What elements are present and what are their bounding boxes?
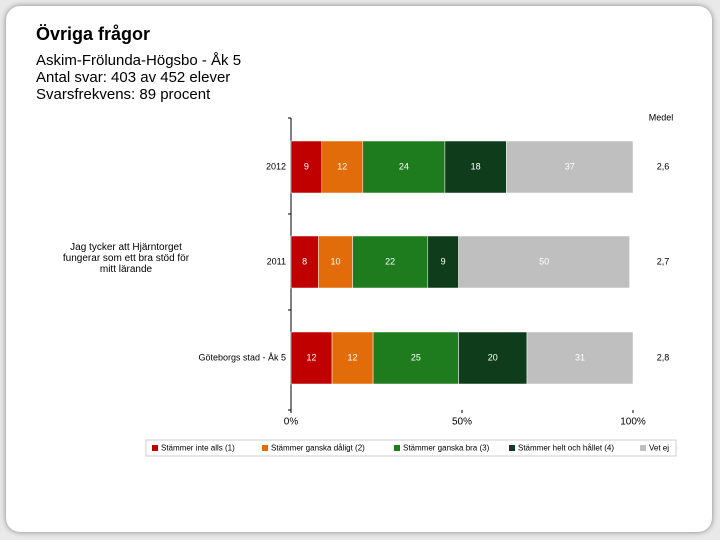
legend-label: Stämmer inte alls (1)	[161, 444, 235, 453]
legend-box	[145, 439, 677, 457]
x-tick-label: 50%	[452, 417, 472, 428]
data-label: 9	[441, 256, 446, 266]
bar-segment	[372, 331, 459, 385]
subtitle: Svarsfrekvens: 89 procent	[36, 86, 211, 103]
subtitle: Askim-Frölunda-Högsbo - Åk 5	[36, 52, 242, 69]
bar-segment	[458, 235, 630, 289]
data-label: 24	[399, 161, 409, 171]
data-label: 20	[488, 352, 498, 362]
data-label: 22	[385, 256, 395, 266]
legend-label: Stämmer ganska dåligt (2)	[271, 444, 365, 453]
bar-segment	[290, 331, 333, 385]
slide-title: Övriga frågor	[36, 24, 151, 44]
data-label: 12	[348, 352, 358, 362]
legend-swatch	[152, 445, 158, 451]
legend-swatch	[262, 445, 268, 451]
y-tick-label: Göteborgs stad - Åk 5	[198, 352, 286, 362]
mean-value: 2,8	[657, 352, 670, 362]
legend-label: Vet ej	[649, 444, 669, 453]
bar-segment	[444, 140, 507, 194]
bar-segment	[506, 140, 634, 194]
data-label: 8	[302, 256, 307, 266]
x-tick-label: 0%	[284, 417, 299, 428]
x-tick-label: 100%	[620, 417, 646, 428]
data-label: 12	[307, 352, 317, 362]
mean-title: Medel	[649, 112, 674, 122]
legend-swatch	[640, 445, 646, 451]
slide: Övriga frågor Askim-Frölunda-Högsbo - Åk…	[6, 6, 712, 532]
data-label: 25	[411, 352, 421, 362]
legend-swatch	[509, 445, 515, 451]
y-tick-label: 2011	[267, 256, 286, 266]
data-label: 18	[471, 161, 481, 171]
mean-value: 2,7	[657, 256, 670, 266]
data-label: 9	[304, 161, 309, 171]
subtitle: Antal svar: 403 av 452 elever	[36, 69, 231, 86]
legend-label: Stämmer helt och hållet (4)	[518, 444, 614, 453]
bar-segment	[352, 235, 429, 289]
mean-value: 2,6	[657, 161, 670, 171]
bar-segment	[290, 140, 323, 194]
data-label: 10	[330, 256, 340, 266]
data-label: 31	[575, 352, 585, 362]
bar-segment	[362, 140, 446, 194]
y-tick-label: 2012	[266, 161, 286, 171]
bar-segment	[331, 331, 374, 385]
legend-label: Stämmer ganska bra (3)	[403, 444, 490, 453]
bar-segment	[458, 331, 528, 385]
data-label: 37	[565, 161, 575, 171]
data-label: 50	[539, 256, 549, 266]
bar-segment	[427, 235, 459, 289]
data-label: 12	[337, 161, 347, 171]
legend-swatch	[394, 445, 400, 451]
bar-segment	[526, 331, 634, 385]
question: Jag tycker att Hjärntorget fungerar som …	[62, 242, 190, 275]
bar-segment	[321, 140, 364, 194]
bar-segment	[318, 235, 353, 289]
